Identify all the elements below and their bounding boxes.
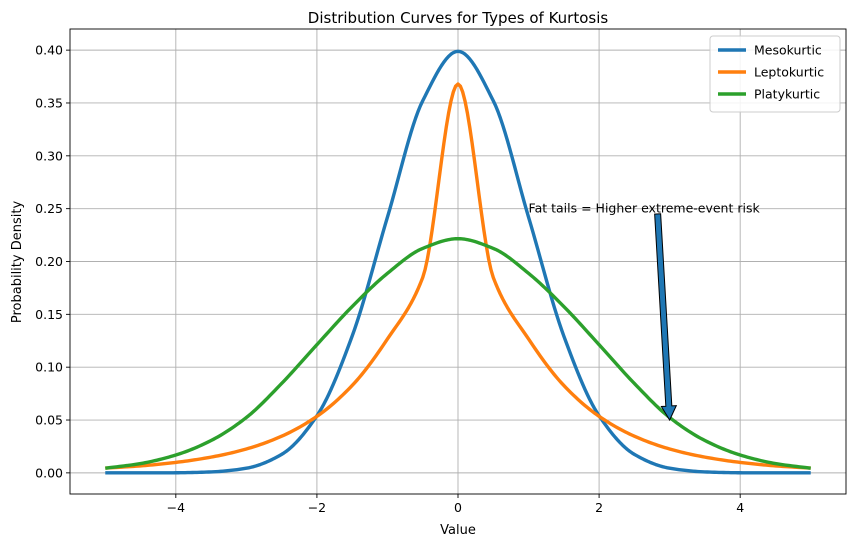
annotation-text: Fat tails = Higher extreme-event risk bbox=[529, 201, 761, 216]
y-axis-label: Probability Density bbox=[10, 201, 25, 324]
x-tick-label: 4 bbox=[736, 500, 744, 515]
y-axis: 0.00 0.05 0.10 0.15 0.20 0.25 0.30 0.35 0.40 bbox=[35, 43, 70, 480]
legend-label: Platykurtic bbox=[754, 87, 820, 102]
y-tick-label: 0.05 bbox=[35, 413, 63, 428]
x-tick-label: −2 bbox=[308, 500, 326, 515]
x-axis-label: Value bbox=[440, 523, 476, 538]
y-tick-label: 0.40 bbox=[35, 43, 63, 58]
legend: Mesokurtic Leptokurtic Platykurtic bbox=[709, 35, 841, 113]
y-tick-label: 0.25 bbox=[35, 201, 63, 216]
annotation: Fat tails = Higher extreme-event risk bbox=[529, 201, 761, 422]
x-tick-label: −4 bbox=[167, 500, 185, 515]
y-tick-label: 0.20 bbox=[35, 254, 63, 269]
annotation-arrow bbox=[654, 213, 678, 422]
x-axis: −4 −2 0 2 4 bbox=[167, 494, 744, 515]
legend-label: Mesokurtic bbox=[754, 43, 822, 58]
series-line-mesokurtic bbox=[105, 49, 811, 475]
legend-label: Leptokurtic bbox=[754, 65, 824, 80]
chart-title: Distribution Curves for Types of Kurtosi… bbox=[308, 9, 609, 27]
series-line-platykurtic bbox=[105, 236, 811, 470]
series-line-leptokurtic bbox=[105, 82, 811, 470]
x-tick-label: 0 bbox=[454, 500, 462, 515]
y-tick-label: 0.35 bbox=[35, 95, 63, 110]
y-tick-label: 0.15 bbox=[35, 307, 63, 322]
y-tick-label: 0.30 bbox=[35, 148, 63, 163]
curves bbox=[105, 49, 811, 475]
y-tick-label: 0.10 bbox=[35, 360, 63, 375]
y-tick-label: 0.00 bbox=[35, 465, 63, 480]
x-tick-label: 2 bbox=[595, 500, 603, 515]
